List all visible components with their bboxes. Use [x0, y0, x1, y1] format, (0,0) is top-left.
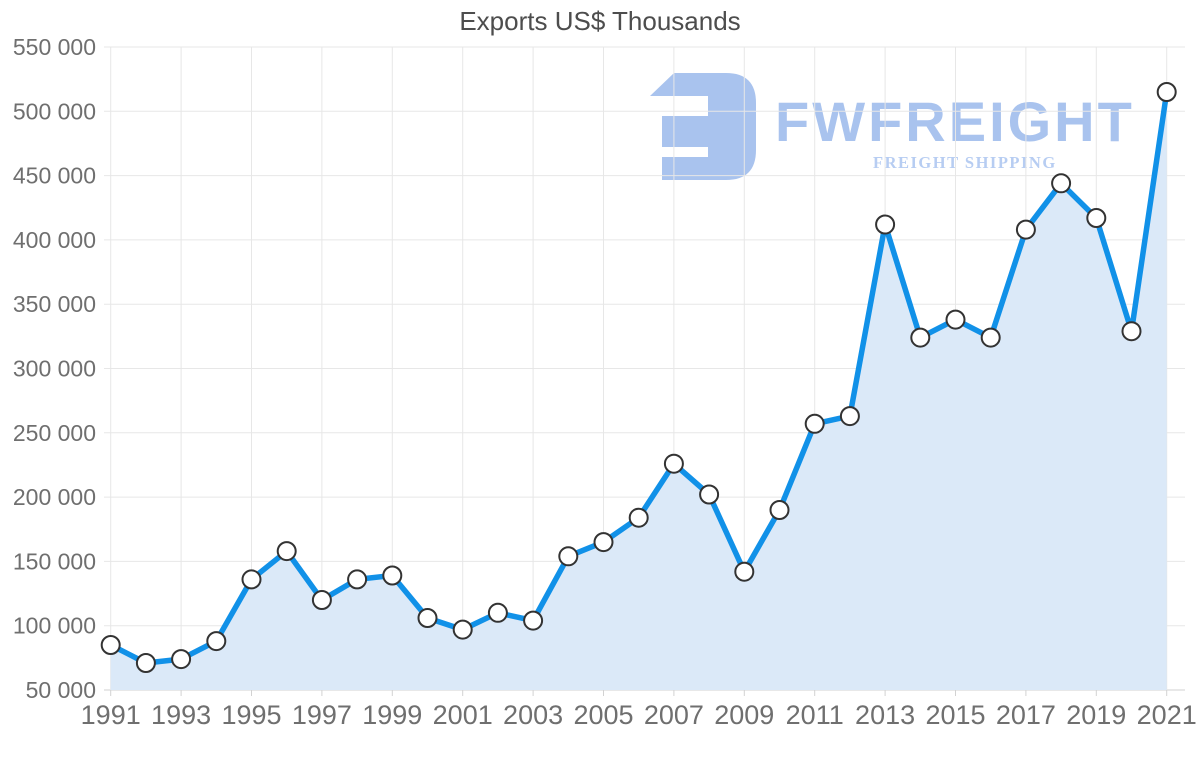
data-point-2008[interactable]	[699, 484, 720, 505]
x-tick-label: 2017	[996, 700, 1056, 730]
x-tick-label: 1997	[292, 700, 352, 730]
x-tick-label: 2005	[573, 700, 633, 730]
data-point-2019[interactable]	[1086, 208, 1107, 228]
data-point-1999[interactable]	[382, 565, 403, 586]
data-point-1994[interactable]	[206, 631, 227, 652]
x-tick-label: 2009	[714, 700, 774, 730]
x-tick-label: 2015	[925, 700, 985, 730]
y-tick-label: 150 000	[13, 548, 96, 574]
y-tick-label: 50 000	[26, 677, 96, 703]
data-point-2017[interactable]	[1015, 219, 1036, 240]
area-fill	[110, 92, 1167, 690]
data-point-2001[interactable]	[452, 619, 473, 640]
data-point-2004[interactable]	[558, 546, 579, 567]
watermark-text-block: FWFREIGHT FREIGHT SHIPPING	[758, 70, 1135, 182]
y-tick-label: 400 000	[13, 227, 96, 253]
data-point-2013[interactable]	[875, 214, 896, 235]
x-tick-label: 2007	[644, 700, 704, 730]
y-tick-label: 500 000	[13, 98, 96, 124]
y-tick-label: 300 000	[13, 356, 96, 382]
data-point-2003[interactable]	[523, 610, 544, 631]
chart-title: Exports US$ Thousands	[459, 6, 741, 36]
data-point-2014[interactable]	[910, 327, 931, 348]
data-point-1992[interactable]	[135, 653, 156, 673]
y-tick-label: 250 000	[13, 420, 96, 446]
y-tick-label: 100 000	[13, 613, 96, 639]
watermark-tagline-text: FREIGHT SHIPPING	[873, 153, 1057, 172]
x-tick-label: 2001	[433, 700, 493, 730]
data-point-2021[interactable]	[1156, 82, 1177, 102]
y-tick-label: 200 000	[13, 484, 96, 510]
data-point-1996[interactable]	[276, 541, 297, 562]
data-point-2005[interactable]	[593, 532, 614, 553]
x-tick-label: 2003	[503, 700, 563, 730]
data-point-2015[interactable]	[945, 309, 966, 330]
data-point-2007[interactable]	[663, 453, 684, 474]
y-tick-label: 450 000	[13, 163, 96, 189]
data-point-1995[interactable]	[241, 569, 262, 590]
data-point-2016[interactable]	[980, 327, 1001, 348]
data-point-1993[interactable]	[171, 649, 192, 670]
x-tick-label: 2021	[1137, 700, 1197, 730]
x-tick-label: 1991	[81, 700, 141, 730]
x-tick-label: 1993	[151, 700, 211, 730]
data-point-2009[interactable]	[734, 561, 755, 582]
x-tick-label: 2019	[1066, 700, 1126, 730]
data-point-2012[interactable]	[839, 406, 860, 427]
x-tick-label: 1995	[221, 700, 281, 730]
data-point-2000[interactable]	[417, 608, 438, 628]
data-point-2002[interactable]	[487, 602, 508, 623]
watermark-brand-text: FWFREIGHT	[775, 90, 1135, 153]
data-point-2006[interactable]	[628, 507, 649, 528]
x-tick-label: 2013	[855, 700, 915, 730]
data-point-1991[interactable]	[100, 635, 121, 655]
x-tick-label: 1999	[362, 700, 422, 730]
y-tick-label: 350 000	[13, 291, 96, 317]
data-point-1998[interactable]	[347, 569, 368, 590]
data-point-2020[interactable]	[1121, 321, 1142, 342]
data-point-2018[interactable]	[1051, 173, 1072, 194]
x-tick-label: 2011	[786, 700, 844, 730]
y-tick-label: 550 000	[13, 34, 96, 60]
data-point-2011[interactable]	[804, 413, 825, 434]
data-point-2010[interactable]	[769, 500, 790, 520]
data-point-1997[interactable]	[311, 590, 332, 610]
